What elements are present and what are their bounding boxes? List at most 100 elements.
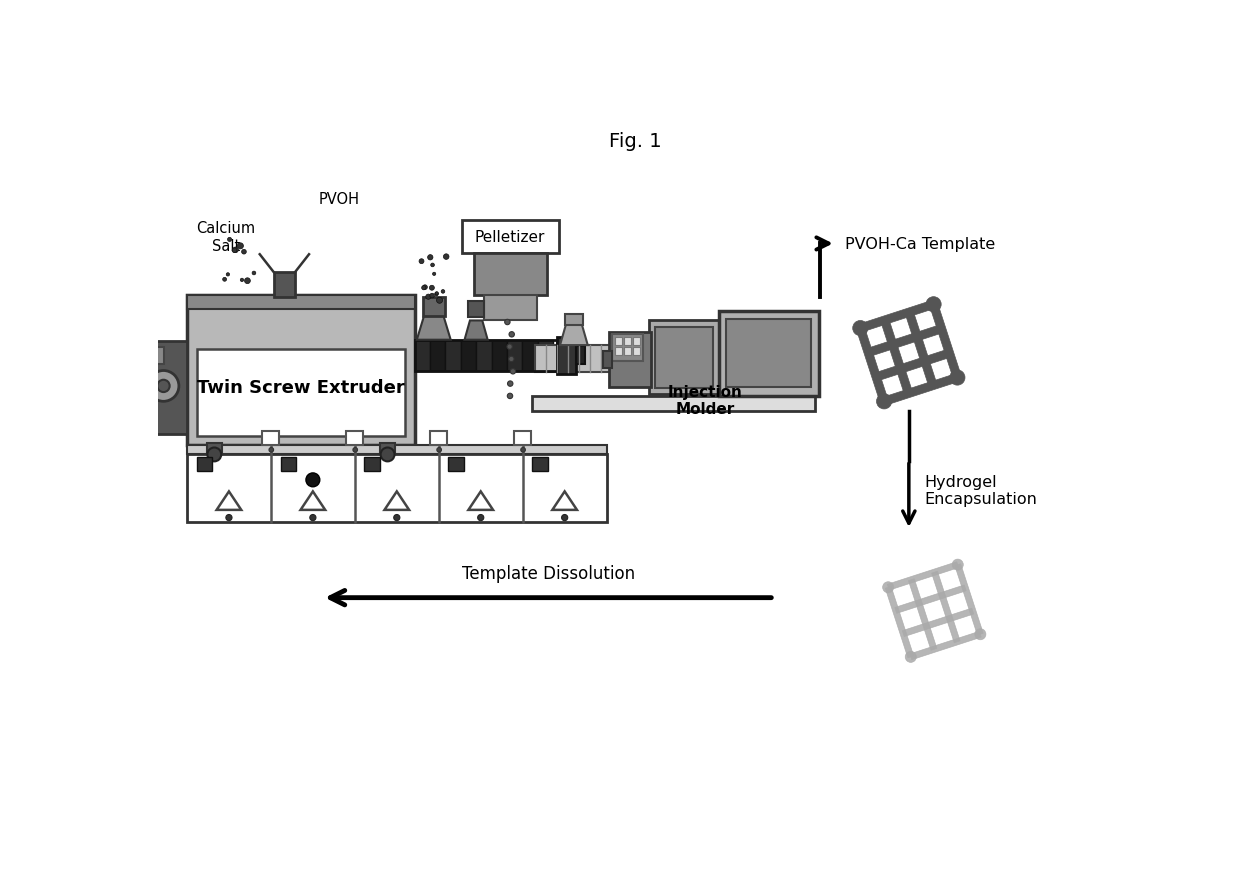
Text: Injection
Molder: Injection Molder — [667, 384, 743, 417]
Circle shape — [505, 320, 510, 325]
Circle shape — [223, 278, 227, 282]
Bar — [140, 342, 187, 434]
Circle shape — [430, 294, 434, 299]
Polygon shape — [895, 586, 966, 613]
Circle shape — [429, 286, 434, 291]
Bar — [609, 333, 651, 388]
Text: Pelletizer: Pelletizer — [475, 230, 546, 245]
Bar — [532, 457, 548, 471]
Text: Hydrogel
Encapsulation: Hydrogel Encapsulation — [924, 474, 1037, 507]
Bar — [449, 457, 464, 471]
Circle shape — [975, 629, 986, 640]
Text: Fig. 1: Fig. 1 — [609, 132, 662, 151]
Bar — [491, 341, 507, 371]
Bar — [484, 296, 537, 320]
Circle shape — [428, 256, 433, 261]
Circle shape — [423, 285, 428, 291]
Circle shape — [244, 278, 250, 284]
Circle shape — [207, 448, 221, 462]
Polygon shape — [931, 571, 960, 643]
Bar — [187, 455, 608, 523]
Bar — [187, 446, 608, 455]
Bar — [655, 327, 713, 389]
Polygon shape — [910, 631, 981, 660]
Polygon shape — [469, 492, 494, 510]
Text: Template Dissolution: Template Dissolution — [463, 565, 635, 583]
Circle shape — [853, 321, 868, 336]
Circle shape — [507, 344, 512, 350]
Circle shape — [226, 515, 232, 521]
Circle shape — [435, 292, 439, 296]
Circle shape — [510, 369, 516, 375]
Circle shape — [419, 259, 424, 265]
Polygon shape — [875, 350, 951, 382]
Bar — [615, 348, 621, 356]
Bar — [197, 457, 212, 471]
Circle shape — [310, 515, 316, 521]
Bar — [719, 312, 818, 396]
Bar — [187, 296, 414, 309]
Bar — [564, 315, 583, 325]
Circle shape — [508, 333, 515, 338]
Bar — [577, 347, 585, 365]
Polygon shape — [883, 374, 959, 406]
Circle shape — [233, 248, 238, 253]
Polygon shape — [930, 304, 961, 379]
Polygon shape — [880, 319, 913, 395]
Circle shape — [353, 448, 357, 452]
Circle shape — [241, 279, 243, 283]
Bar — [474, 253, 547, 296]
Polygon shape — [552, 492, 577, 510]
Circle shape — [232, 249, 237, 253]
Polygon shape — [417, 315, 450, 341]
Circle shape — [306, 474, 320, 487]
Text: PVOH-Ca Template: PVOH-Ca Template — [844, 237, 996, 252]
Circle shape — [148, 371, 179, 402]
Circle shape — [562, 515, 568, 521]
Bar — [536, 346, 613, 373]
Bar — [423, 298, 445, 316]
Polygon shape — [465, 321, 487, 341]
Circle shape — [435, 293, 438, 297]
Circle shape — [430, 264, 434, 267]
Circle shape — [877, 394, 892, 409]
Bar — [557, 337, 577, 375]
Circle shape — [521, 448, 526, 452]
Circle shape — [436, 298, 443, 304]
Polygon shape — [217, 492, 242, 510]
Text: Calcium
Salt: Calcium Salt — [196, 221, 255, 254]
Bar — [727, 319, 811, 387]
Circle shape — [422, 286, 425, 291]
Circle shape — [269, 448, 274, 452]
Polygon shape — [909, 579, 937, 651]
Circle shape — [926, 298, 941, 313]
Circle shape — [507, 382, 513, 387]
Bar — [532, 396, 815, 412]
Text: PVOH: PVOH — [319, 192, 360, 207]
Bar — [538, 341, 553, 371]
Bar — [507, 341, 522, 371]
Circle shape — [883, 582, 894, 593]
Bar — [379, 443, 396, 454]
Bar — [414, 341, 430, 371]
Bar — [613, 335, 644, 362]
Bar — [197, 350, 405, 436]
Polygon shape — [903, 609, 973, 637]
Bar — [603, 352, 613, 369]
Text: Twin Screw Extruder: Twin Screw Extruder — [197, 378, 404, 396]
Circle shape — [507, 393, 512, 399]
Polygon shape — [885, 586, 914, 658]
Bar — [615, 338, 621, 346]
Polygon shape — [859, 301, 935, 333]
Polygon shape — [300, 492, 325, 510]
Bar — [414, 341, 557, 371]
Polygon shape — [857, 327, 888, 403]
Polygon shape — [867, 325, 942, 357]
Circle shape — [436, 448, 441, 452]
Circle shape — [228, 238, 232, 242]
Bar — [634, 348, 640, 356]
Circle shape — [950, 370, 965, 385]
Bar — [148, 348, 164, 365]
Circle shape — [905, 652, 916, 662]
Bar — [522, 341, 538, 371]
